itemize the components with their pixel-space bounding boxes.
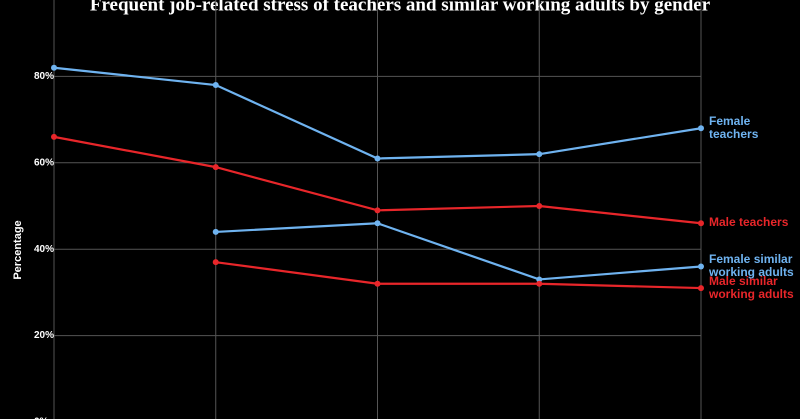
y-tick-label: 0%	[34, 417, 49, 419]
point	[374, 155, 381, 162]
point	[698, 220, 704, 227]
point	[374, 207, 381, 214]
y-axis-label: Percentage	[12, 220, 24, 279]
point	[536, 280, 543, 287]
series-label: Male similar working adults	[709, 274, 794, 302]
chart-title: Frequent job-related stress of teachers …	[90, 0, 711, 15]
point	[698, 285, 704, 292]
point	[212, 164, 219, 171]
series-line	[215, 261, 702, 290]
point	[51, 64, 57, 71]
point	[51, 133, 57, 140]
series-label: Female similar working adults	[709, 252, 794, 280]
point	[212, 82, 219, 89]
point	[536, 203, 543, 209]
point	[212, 228, 219, 235]
y-tick-label: 40%	[34, 244, 54, 255]
point	[374, 220, 381, 227]
point	[536, 151, 543, 158]
point	[212, 259, 219, 266]
series-line	[215, 222, 702, 281]
series-label: Male teachers	[709, 215, 789, 230]
y-tick-label: 80%	[34, 71, 54, 82]
series-label: Female teachers	[709, 114, 759, 142]
point	[374, 280, 381, 287]
point	[536, 276, 543, 283]
y-tick-label: 60%	[34, 157, 54, 168]
point	[698, 263, 704, 270]
y-tick-label: 20%	[34, 330, 54, 341]
point	[698, 125, 704, 132]
